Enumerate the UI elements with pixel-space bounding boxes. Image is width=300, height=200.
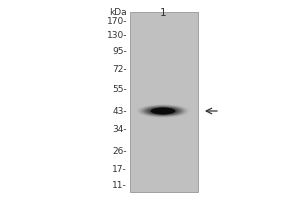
Ellipse shape	[149, 108, 176, 114]
Ellipse shape	[151, 108, 175, 114]
Ellipse shape	[141, 105, 185, 117]
Ellipse shape	[137, 104, 189, 118]
Ellipse shape	[138, 105, 188, 117]
Text: 17-: 17-	[112, 166, 127, 174]
Text: 1: 1	[160, 8, 166, 18]
Text: 95-: 95-	[112, 47, 127, 56]
Ellipse shape	[153, 108, 173, 114]
Ellipse shape	[144, 106, 182, 116]
Ellipse shape	[154, 109, 172, 113]
Ellipse shape	[139, 105, 187, 117]
Text: 170-: 170-	[106, 18, 127, 26]
Ellipse shape	[142, 106, 184, 116]
Ellipse shape	[155, 109, 171, 113]
Ellipse shape	[151, 108, 175, 114]
Ellipse shape	[147, 107, 179, 115]
Text: 55-: 55-	[112, 86, 127, 95]
Ellipse shape	[148, 107, 178, 115]
Text: 34-: 34-	[112, 126, 127, 134]
Text: 11-: 11-	[112, 182, 127, 190]
Text: 43-: 43-	[112, 106, 127, 116]
Ellipse shape	[152, 108, 174, 114]
Ellipse shape	[145, 106, 181, 116]
Ellipse shape	[146, 107, 180, 115]
Ellipse shape	[140, 105, 186, 117]
Text: 72-: 72-	[112, 66, 127, 74]
Text: 26-: 26-	[112, 148, 127, 156]
Text: 130-: 130-	[106, 30, 127, 40]
Text: kDa: kDa	[110, 8, 127, 17]
Bar	[130, 12, 198, 192]
